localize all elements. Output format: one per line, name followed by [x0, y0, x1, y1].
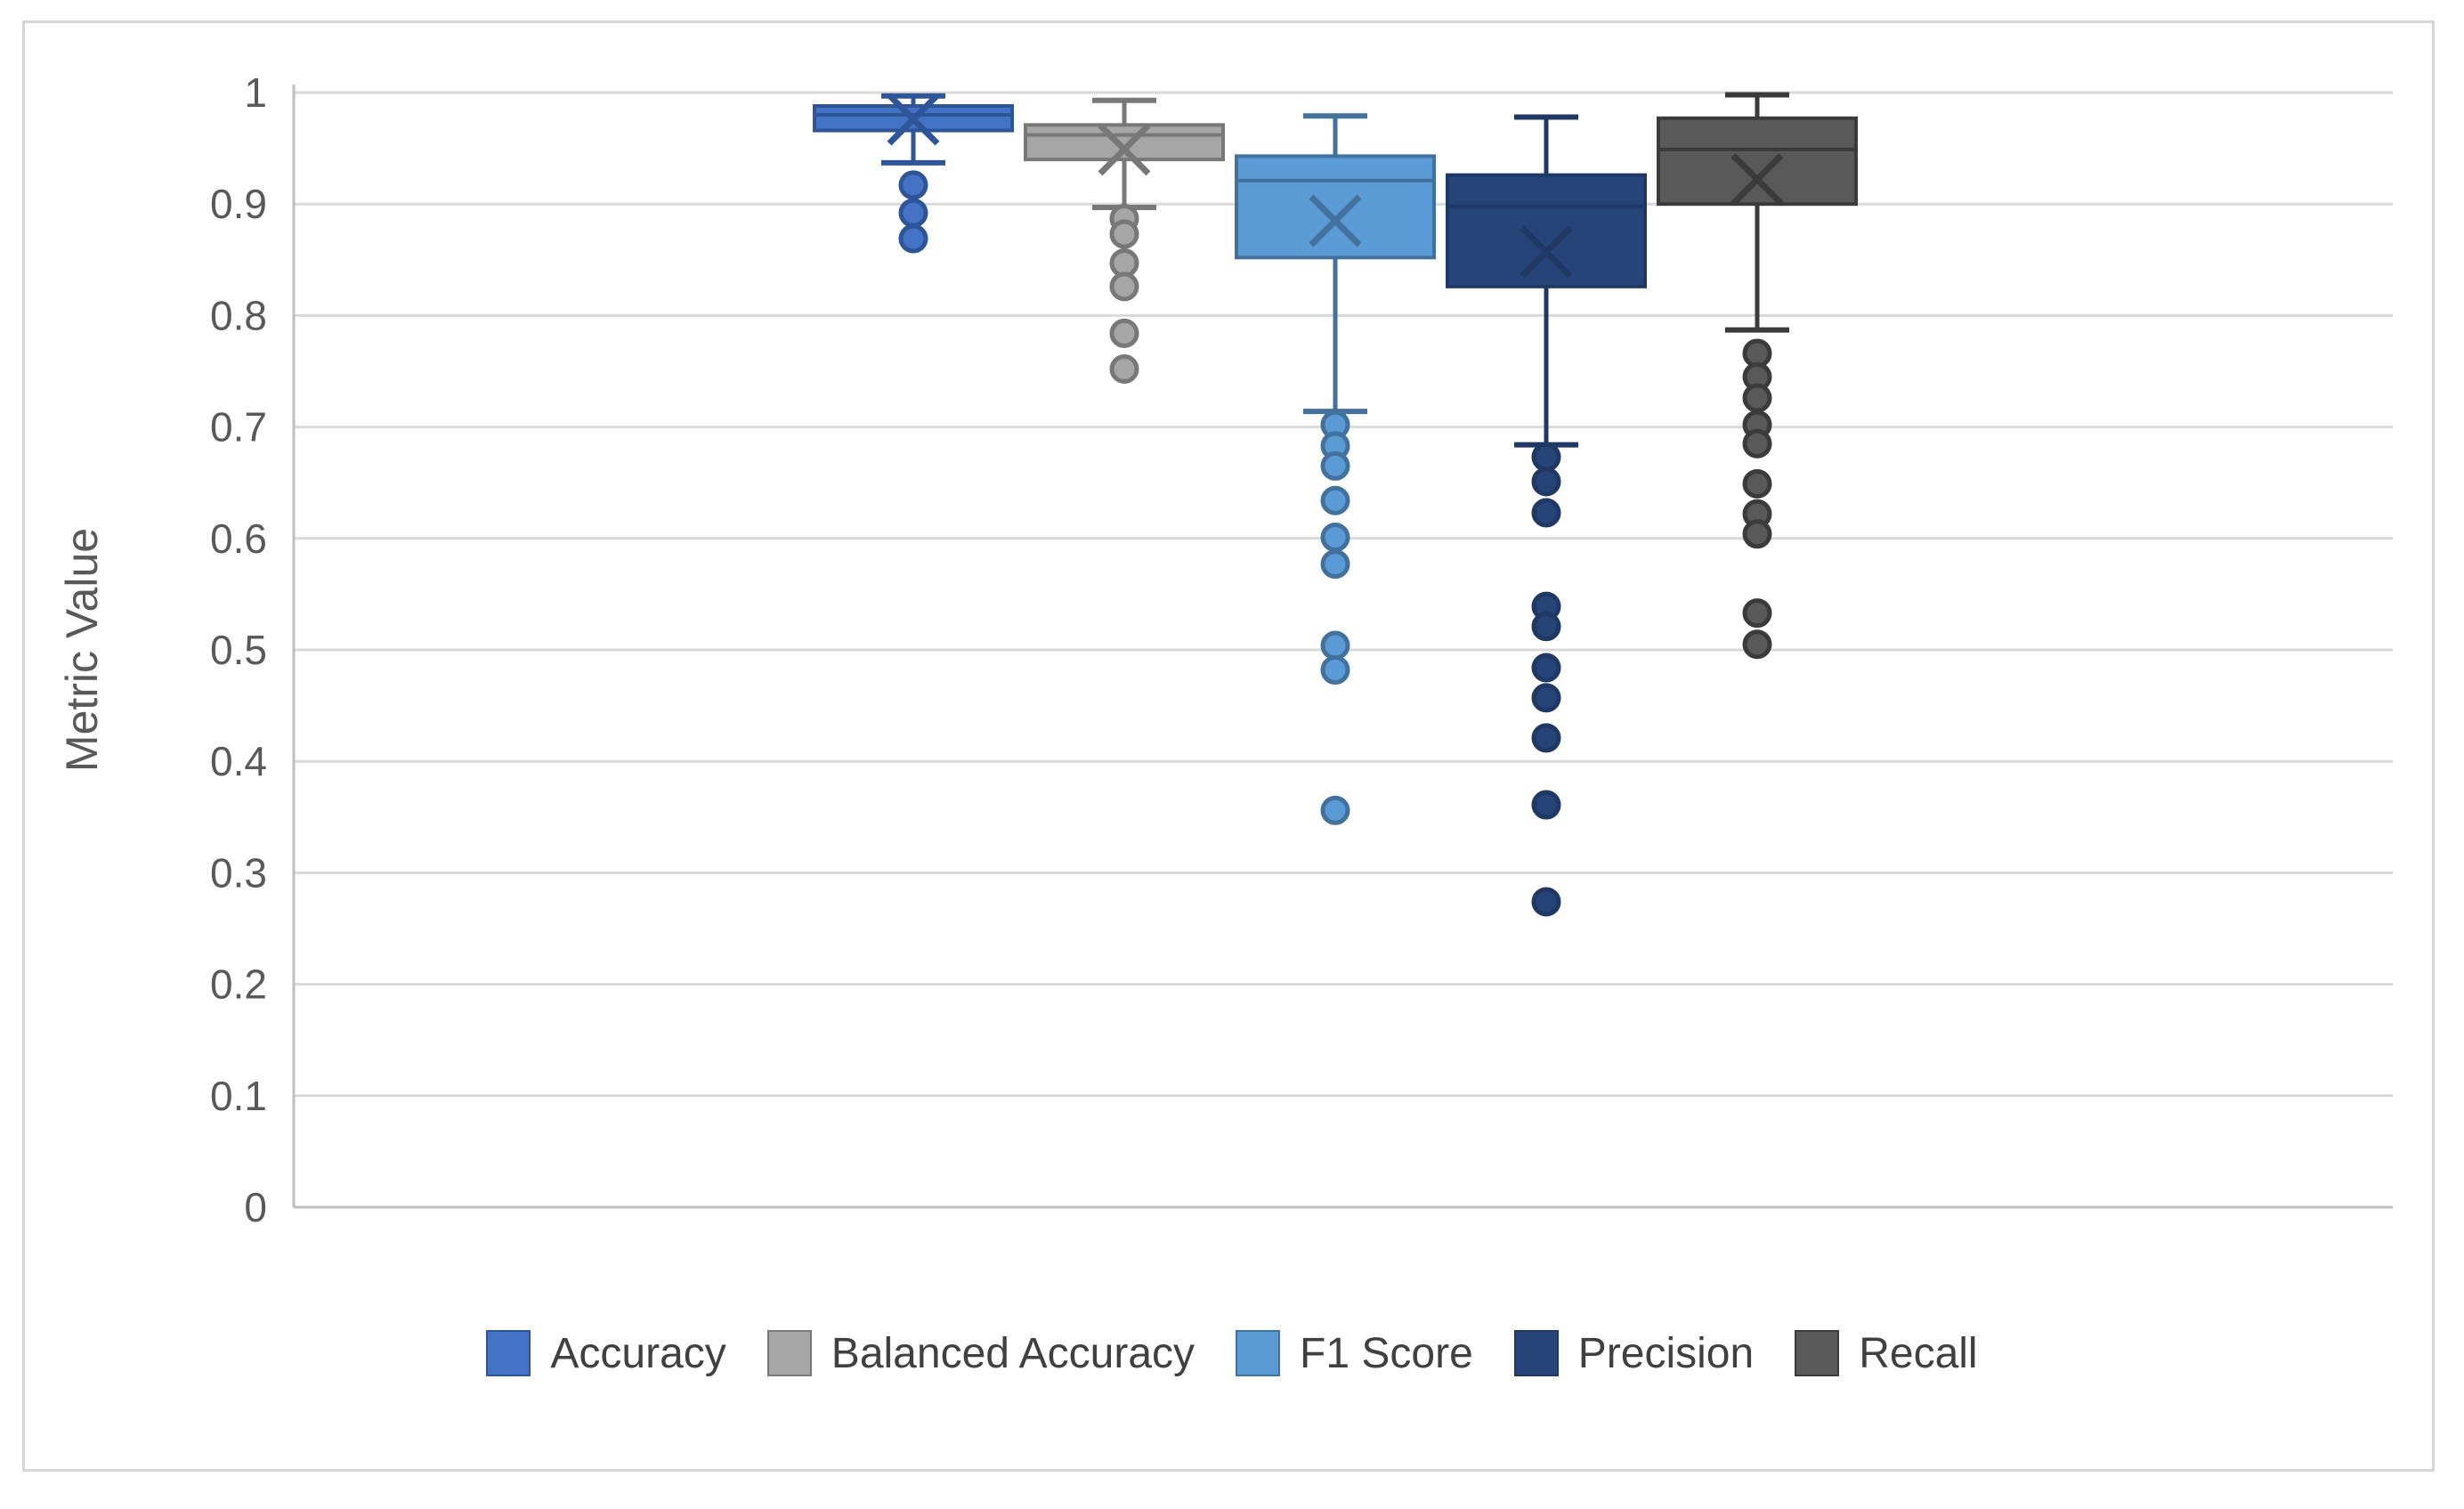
- outlier-point: [1320, 549, 1350, 580]
- y-tick-label: 0.9: [210, 181, 267, 227]
- y-tick-label: 0.3: [210, 849, 267, 896]
- legend-item-balanced-accuracy: Balanced Accuracy: [766, 1329, 1196, 1378]
- outlier-point: [1531, 790, 1561, 820]
- boxplot-accuracy: [813, 93, 1014, 254]
- legend-item-accuracy: Accuracy: [486, 1329, 726, 1378]
- legend-label: F1 Score: [1300, 1329, 1473, 1377]
- boxplot-balanced-accuracy: [1024, 97, 1225, 384]
- y-tick-label: 0.5: [210, 627, 267, 673]
- y-axis-title: Metric Value: [57, 528, 107, 772]
- outlier-point: [1109, 219, 1139, 249]
- legend-label: Accuracy: [550, 1329, 726, 1377]
- outlier-point: [1109, 272, 1139, 302]
- outlier-point: [1320, 795, 1350, 825]
- outlier-point: [1320, 485, 1350, 515]
- legend-label: Recall: [1859, 1329, 1978, 1377]
- legend-swatch: [486, 1330, 531, 1376]
- legend-item-recall: Recall: [1795, 1329, 1978, 1378]
- y-tick-label: 0.2: [210, 961, 267, 1008]
- mean-marker: [1309, 194, 1362, 247]
- outlier-point: [1531, 723, 1561, 753]
- y-tick-label: 0.6: [210, 515, 267, 562]
- y-tick-label: 0.1: [210, 1073, 267, 1119]
- boxplot-f1-score: [1235, 113, 1436, 825]
- y-tick-label: 0.7: [210, 404, 267, 450]
- outlier-point: [898, 223, 928, 254]
- outlier-point: [1109, 318, 1139, 348]
- box-rect: [1657, 116, 1858, 207]
- outlier-point: [1531, 442, 1561, 472]
- y-tick-label: 0.8: [210, 292, 267, 338]
- legend-swatch: [766, 1330, 812, 1376]
- outlier-point: [1742, 629, 1772, 660]
- outlier-point: [898, 170, 928, 200]
- legend-item-f1-score: F1 Score: [1236, 1329, 1473, 1378]
- outlier-point: [1742, 468, 1772, 499]
- outlier-point: [1531, 887, 1561, 917]
- boxplot-recall: [1657, 92, 1858, 660]
- outlier-point: [1320, 523, 1350, 553]
- outlier-point: [1742, 383, 1772, 413]
- y-tick-label: 1: [244, 69, 267, 116]
- outlier-point: [1742, 598, 1772, 629]
- mean-marker: [1520, 225, 1573, 279]
- box-rect: [1446, 173, 1647, 288]
- outlier-point: [1531, 466, 1561, 497]
- outlier-point: [1531, 683, 1561, 713]
- legend-label: Precision: [1577, 1329, 1755, 1377]
- mean-marker: [1730, 153, 1784, 207]
- outlier-point: [1742, 428, 1772, 458]
- outlier-point: [1109, 353, 1139, 384]
- box-rect: [1024, 123, 1225, 162]
- legend-swatch: [1513, 1330, 1559, 1376]
- mean-marker: [1098, 123, 1151, 176]
- outlier-point: [1531, 653, 1561, 683]
- legend-swatch: [1795, 1330, 1840, 1376]
- legend-swatch: [1236, 1330, 1281, 1376]
- outlier-point: [1531, 498, 1561, 528]
- outlier-point: [1320, 450, 1350, 481]
- y-tick-label: 0: [244, 1184, 267, 1230]
- box-rect: [1235, 154, 1436, 260]
- legend-label: Balanced Accuracy: [831, 1329, 1196, 1377]
- outlier-point: [1320, 630, 1350, 661]
- legend-item-precision: Precision: [1513, 1329, 1755, 1378]
- outlier-point: [898, 198, 928, 228]
- mean-marker: [887, 93, 940, 146]
- outlier-point: [1742, 519, 1772, 549]
- outlier-point: [1320, 655, 1350, 686]
- chart-frame-border: [22, 20, 2435, 1472]
- y-tick-label: 0.4: [210, 738, 267, 784]
- legend: Accuracy Balanced Accuracy F1 Score Precisi…: [0, 1316, 2464, 1391]
- boxplot-precision: [1446, 114, 1647, 917]
- outlier-point: [1531, 612, 1561, 642]
